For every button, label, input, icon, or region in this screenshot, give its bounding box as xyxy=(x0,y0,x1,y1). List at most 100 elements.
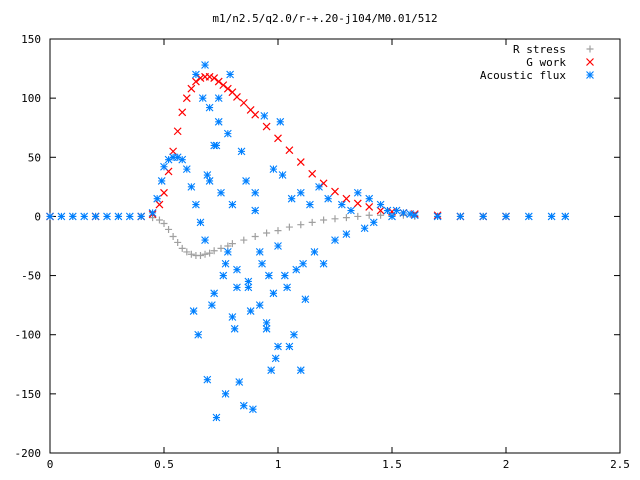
y-tick-label: -150 xyxy=(15,388,42,401)
data-point xyxy=(255,301,264,310)
data-point xyxy=(377,211,385,219)
data-point xyxy=(276,117,285,126)
data-point xyxy=(285,146,294,155)
data-point xyxy=(214,94,223,103)
data-point xyxy=(285,223,293,231)
x-tick-label: 2 xyxy=(503,458,510,471)
legend-label: G work xyxy=(526,56,566,69)
data-point xyxy=(182,165,191,174)
data-point xyxy=(205,177,214,185)
data-point xyxy=(310,248,319,256)
data-point xyxy=(260,111,269,120)
data-point xyxy=(203,171,212,179)
data-point xyxy=(210,247,218,255)
data-point xyxy=(274,242,282,250)
data-point xyxy=(228,313,237,321)
data-point xyxy=(68,212,77,221)
data-point xyxy=(174,238,182,246)
data-point xyxy=(274,134,282,143)
data-point xyxy=(280,271,289,280)
y-tick-label: 100 xyxy=(21,92,41,105)
data-point xyxy=(502,212,510,221)
data-point xyxy=(205,103,214,112)
data-point xyxy=(283,283,292,292)
data-point xyxy=(406,210,415,218)
data-point xyxy=(239,401,248,410)
data-point xyxy=(187,182,196,191)
y-tick-label: -50 xyxy=(21,270,41,283)
data-point xyxy=(173,153,182,162)
data-point xyxy=(237,147,246,156)
data-point xyxy=(456,212,465,221)
axes: 0 0.5 1 1.5 2 2.5 -200 -150 -100 -50 0 50 100 150 xyxy=(15,33,630,471)
data-point xyxy=(178,155,187,164)
data-point xyxy=(319,259,328,268)
data-point xyxy=(392,206,401,215)
data-point xyxy=(388,212,396,221)
data-point xyxy=(217,244,225,252)
data-point xyxy=(155,216,163,224)
y-tick-label: 150 xyxy=(21,33,41,46)
data-point xyxy=(201,236,209,244)
data-point xyxy=(292,265,301,274)
data-point xyxy=(205,72,214,81)
data-point xyxy=(183,248,191,256)
data-point xyxy=(246,307,255,315)
data-point xyxy=(212,413,221,422)
data-point xyxy=(169,233,177,241)
data-point xyxy=(228,200,237,209)
data-point xyxy=(320,216,328,224)
plot-frame xyxy=(49,38,621,454)
data-point xyxy=(178,108,187,117)
data-point xyxy=(433,212,442,221)
data-point xyxy=(274,227,282,235)
data-point xyxy=(342,214,350,222)
data-point xyxy=(306,200,314,209)
data-point xyxy=(251,233,259,241)
data-point xyxy=(182,94,191,103)
data-point xyxy=(217,188,225,197)
data-point xyxy=(244,283,253,292)
legend-marker xyxy=(586,71,594,79)
data-point xyxy=(337,200,346,209)
data-point xyxy=(376,200,385,209)
data-point xyxy=(169,147,178,156)
data-point xyxy=(160,220,168,228)
data-point xyxy=(383,206,392,215)
legend-marker xyxy=(586,45,594,53)
data-point xyxy=(251,206,260,215)
data-point xyxy=(324,194,333,203)
data-point xyxy=(264,271,273,280)
data-point xyxy=(269,165,278,174)
y-tick-label: 50 xyxy=(28,151,41,164)
data-point xyxy=(221,389,230,398)
data-point xyxy=(376,206,385,215)
data-point xyxy=(219,271,228,280)
data-point xyxy=(212,141,221,150)
data-point xyxy=(164,155,173,164)
data-point xyxy=(178,244,186,252)
data-point xyxy=(242,177,250,185)
data-point xyxy=(214,77,223,86)
data-point xyxy=(160,162,168,171)
data-point xyxy=(196,218,205,227)
data-point xyxy=(365,211,373,219)
data-point xyxy=(244,277,253,286)
data-point xyxy=(410,211,419,220)
data-point xyxy=(214,117,223,126)
data-point xyxy=(235,378,244,386)
data-point xyxy=(165,225,173,233)
data-point xyxy=(255,248,264,256)
data-point xyxy=(169,153,178,162)
data-point xyxy=(269,289,278,298)
data-point xyxy=(114,212,123,221)
data-point xyxy=(228,240,236,248)
data-point xyxy=(160,188,168,197)
data-point xyxy=(187,250,195,258)
data-point xyxy=(274,342,282,351)
data-point xyxy=(153,194,162,203)
series-1 xyxy=(46,72,510,221)
data-point xyxy=(198,94,207,103)
y-tick-label: -200 xyxy=(15,447,42,460)
